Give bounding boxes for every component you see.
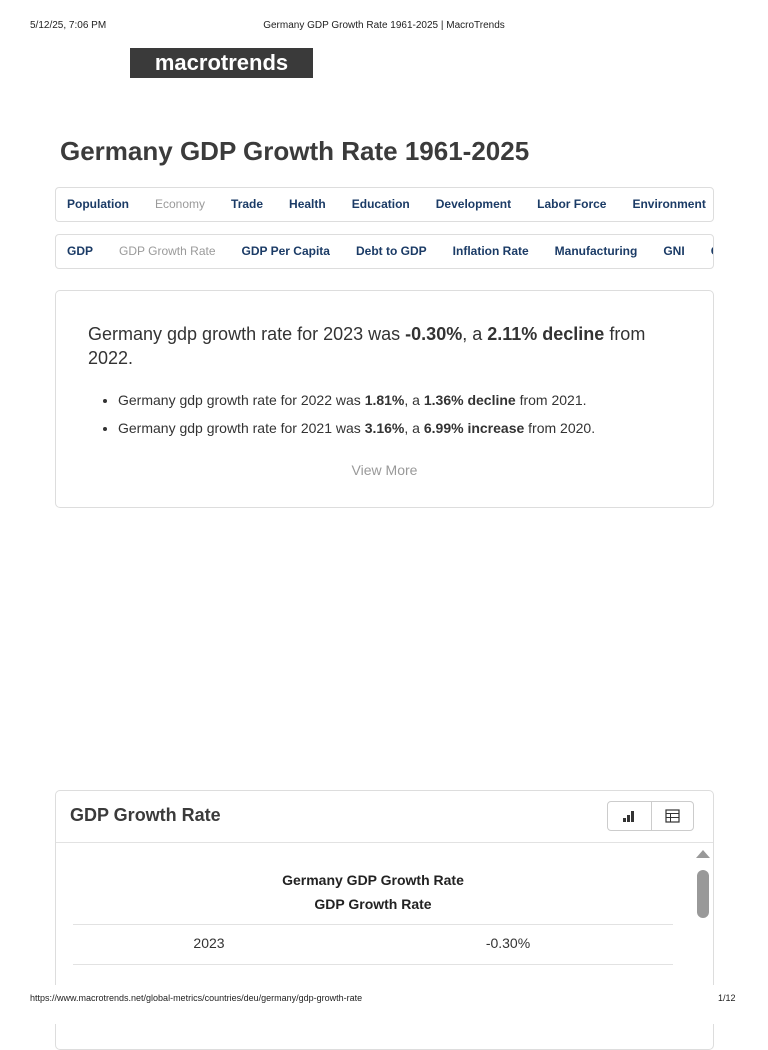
summary-lead: Germany gdp growth rate for 2023 was -0.… — [88, 322, 688, 370]
nav-link[interactable]: Development — [435, 197, 512, 211]
nav-link[interactable]: Labor Force — [537, 197, 607, 211]
text: , a — [404, 420, 424, 436]
nav-link[interactable]: Manufacturing — [554, 244, 638, 258]
bold-text: 1.81% — [364, 392, 405, 408]
summary-bullets: Germany gdp growth rate for 2022 was 1.8… — [100, 392, 595, 448]
nav-link[interactable]: Trade — [231, 197, 264, 211]
nav-link[interactable]: Population — [67, 197, 129, 211]
text: Germany gdp growth rate for 2021 was — [118, 420, 365, 436]
bullet: Germany gdp growth rate for 2022 was 1.8… — [118, 392, 595, 420]
bold-text: 6.99% increase — [423, 420, 525, 436]
print-title: Germany GDP Growth Rate 1961-2025 | Macr… — [263, 20, 505, 31]
card-divider — [56, 842, 713, 843]
table-caption: Germany GDP Growth Rate — [282, 872, 464, 888]
bold-text: -0.30% — [405, 324, 463, 344]
table-rule — [73, 924, 673, 925]
table-rule — [73, 964, 673, 965]
nav-link[interactable]: GN — [711, 235, 713, 268]
print-url: https://www.macrotrends.net/global-metri… — [30, 993, 363, 1003]
nav-link[interactable]: Economy — [155, 197, 206, 211]
primary-nav: Population Economy Trade Health Education Dev… — [55, 187, 714, 222]
view-toggle — [607, 801, 694, 831]
text: , a — [462, 324, 488, 344]
nav-link[interactable]: GDP Per Capita — [241, 244, 330, 258]
table-header: GDP Growth Rate — [314, 896, 432, 912]
text: Germany gdp growth rate for 2022 was — [118, 392, 365, 408]
table-icon[interactable] — [665, 809, 680, 823]
print-page: 1/12 — [718, 993, 736, 1003]
bold-text: 3.16% — [364, 420, 405, 436]
nav-link[interactable]: Health — [289, 197, 326, 211]
nav-link[interactable]: Inflation Rate — [452, 244, 529, 258]
text: from 2020. — [524, 420, 596, 436]
nav-link[interactable]: GDP Growth Rate — [119, 244, 216, 258]
nav-link[interactable]: Debt to GDP — [355, 244, 427, 258]
table-cell: 2023 — [193, 935, 225, 951]
table-cell: -0.30% — [485, 935, 531, 951]
print-footer-bg — [0, 985, 768, 1024]
toggle-divider — [651, 802, 652, 830]
page: 5/12/25, 7:06 PM Germany GDP Growth Rate… — [0, 0, 768, 1024]
nav-link[interactable]: GDP — [67, 244, 94, 258]
text: from 2022. — [88, 324, 651, 368]
summary-card — [55, 290, 714, 508]
nav-link[interactable]: GNI — [663, 244, 685, 258]
bold-text: 2.11% decline — [487, 324, 605, 344]
nav-link[interactable]: Environment — [632, 197, 706, 211]
page-title: Germany GDP Growth Rate 1961-2025 — [60, 136, 530, 166]
bold-text: 1.36% decline — [423, 392, 516, 408]
secondary-nav: GDP GDP Growth Rate GDP Per Capita Debt to … — [55, 234, 714, 269]
chart-icon[interactable] — [622, 810, 636, 822]
logo[interactable]: macrotrends — [130, 48, 313, 78]
view-more[interactable]: View More — [351, 462, 418, 478]
nav-link[interactable]: Education — [351, 197, 410, 211]
scrollbar[interactable] — [694, 846, 712, 921]
print-date: 5/12/25, 7:06 PM — [30, 20, 107, 31]
text: , a — [404, 392, 424, 408]
text: Germany gdp growth rate for 2023 was — [88, 324, 406, 344]
card-title: GDP Growth Rate — [70, 805, 221, 825]
text: from 2021. — [515, 392, 587, 408]
bullet: Germany gdp growth rate for 2021 was 3.1… — [118, 420, 595, 448]
